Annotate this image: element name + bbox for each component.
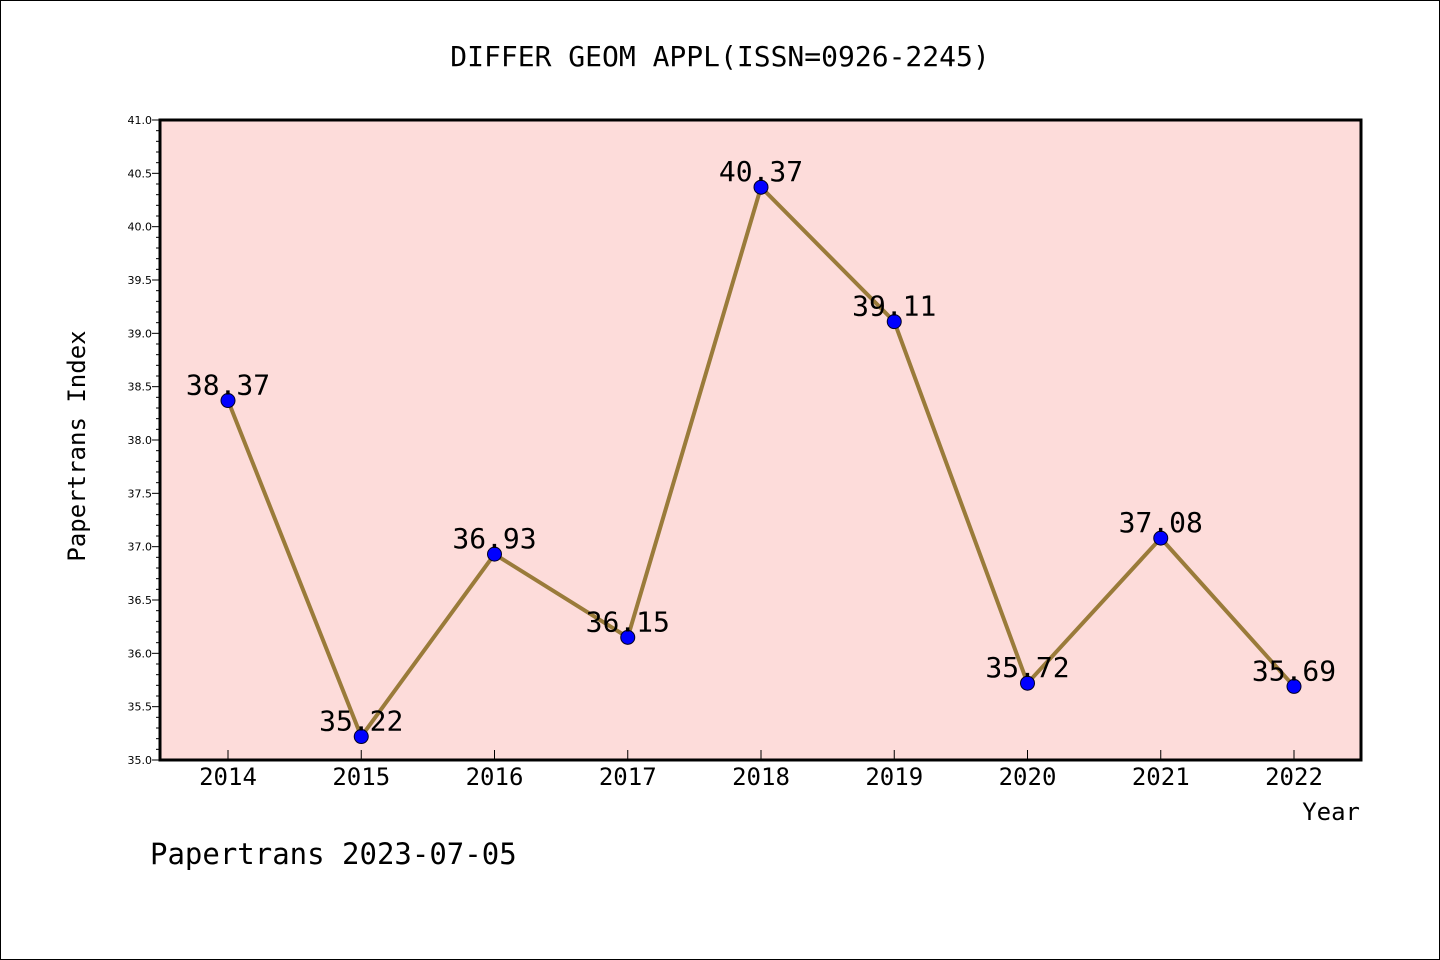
- footer-note: Papertrans 2023-07-05: [150, 837, 517, 871]
- x-axis: 2014 2015 2016 2017 2018 2019 2020 2021 2022: [199, 750, 1323, 791]
- y-tick-label: 38.0: [128, 434, 153, 447]
- data-point-marker: [1020, 675, 1035, 691]
- y-tick-label: 39.5: [128, 274, 153, 287]
- data-point-marker: [886, 314, 902, 330]
- y-tick-label: 41.0: [128, 114, 153, 127]
- x-tick-label: 2017: [599, 763, 657, 791]
- series-markers: [220, 179, 1302, 745]
- x-tick-label: 2014: [199, 763, 257, 791]
- data-point-marker: [220, 393, 236, 409]
- plot-area: [158, 118, 1363, 762]
- x-tick-label: 2021: [1132, 763, 1190, 791]
- y-tick-label: 36.0: [128, 647, 153, 660]
- data-label: 36.15: [586, 605, 670, 638]
- x-tick-label: 2019: [865, 763, 923, 791]
- data-label: 35.72: [985, 651, 1069, 684]
- data-point-marker: [353, 729, 369, 745]
- y-axis: 35.0 35.5 36.0 36.5 37.0 37.5 38.0 38.5 39.0 39.5…: [128, 114, 160, 767]
- data-label: 37.08: [1119, 506, 1203, 539]
- data-labels: 38.37 35.22 36.93 36.15 40.37 39.11 35.72 37.08…: [186, 155, 1336, 737]
- y-tick-label: 39.0: [128, 327, 153, 340]
- data-label: 38.37: [186, 369, 270, 402]
- y-tick-label: 36.5: [128, 594, 153, 607]
- y-tick-label: 38.5: [128, 381, 153, 394]
- y-axis-label: Papertrans Index: [63, 330, 91, 561]
- data-point-marker: [1153, 530, 1169, 546]
- data-label: 35.69: [1252, 654, 1336, 687]
- x-tick-label: 2015: [332, 763, 390, 791]
- chart-title: DIFFER GEOM APPL(ISSN=0926-2245): [450, 40, 989, 73]
- y-tick-label: 35.0: [128, 754, 153, 767]
- x-tick-label: 2016: [466, 763, 524, 791]
- y-tick-label: 37.5: [128, 487, 153, 500]
- data-label: 35.22: [319, 705, 403, 738]
- y-tick-label: 35.5: [128, 701, 153, 714]
- y-tick-label: 40.5: [128, 167, 153, 180]
- x-tick-label: 2020: [999, 763, 1057, 791]
- data-label: 40.37: [719, 155, 803, 188]
- data-point-marker: [620, 629, 636, 645]
- data-point-marker: [487, 546, 502, 562]
- data-point-marker: [753, 179, 769, 195]
- x-tick-label: 2022: [1265, 763, 1323, 791]
- data-point-marker: [1286, 678, 1302, 694]
- x-axis-label: Year: [1302, 798, 1360, 826]
- x-tick-label: 2018: [732, 763, 790, 791]
- data-label: 39.11: [852, 290, 936, 323]
- data-label: 36.93: [452, 522, 536, 555]
- y-tick-label: 37.0: [128, 541, 153, 554]
- y-tick-label: 40.0: [128, 221, 153, 234]
